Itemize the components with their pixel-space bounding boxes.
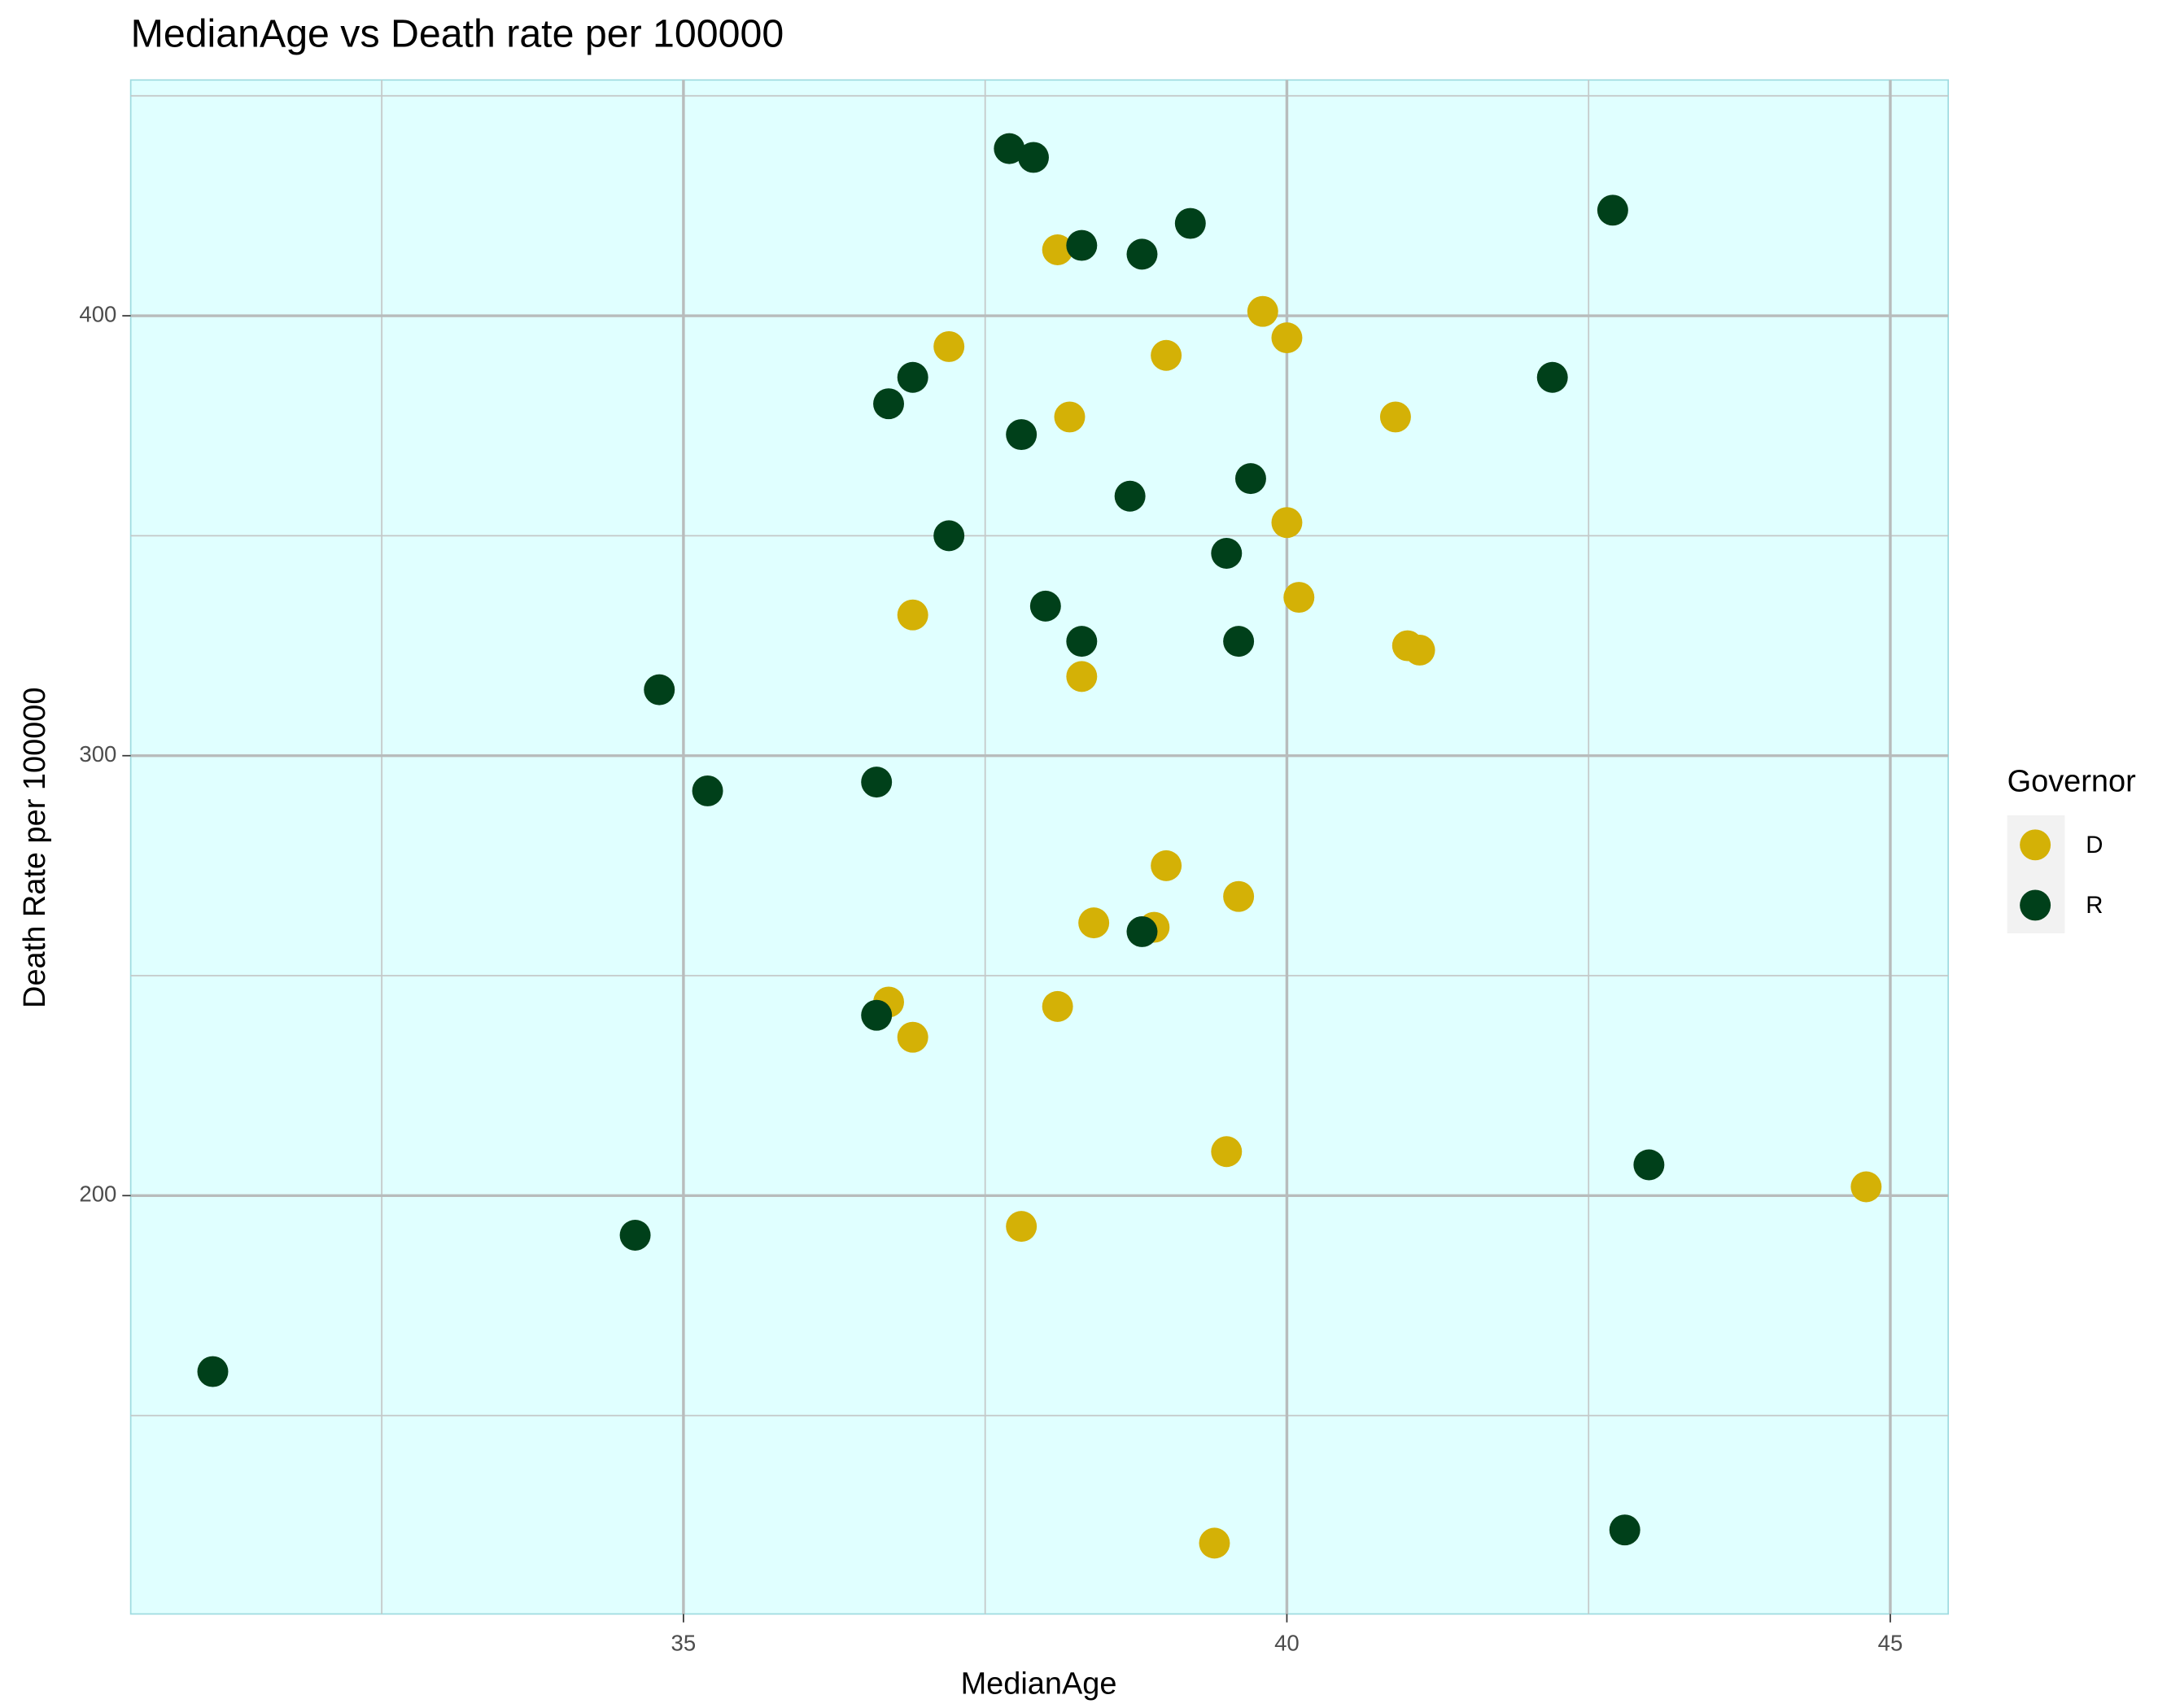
point bbox=[1850, 1171, 1882, 1203]
point bbox=[1078, 907, 1110, 939]
point bbox=[197, 1356, 229, 1387]
point bbox=[994, 133, 1025, 164]
point bbox=[1609, 1514, 1640, 1546]
point bbox=[1006, 419, 1038, 451]
y-tick-label: 300 bbox=[79, 741, 116, 767]
point bbox=[1211, 1136, 1243, 1168]
point bbox=[1536, 361, 1568, 393]
y-tick-label: 200 bbox=[79, 1182, 116, 1207]
x-tick-label: 35 bbox=[671, 1631, 697, 1656]
point bbox=[1029, 590, 1061, 622]
point bbox=[1066, 229, 1098, 261]
point bbox=[873, 388, 904, 420]
legend-label: D bbox=[2086, 832, 2103, 858]
point bbox=[1379, 401, 1411, 433]
point bbox=[861, 999, 893, 1031]
point bbox=[692, 775, 723, 806]
point bbox=[933, 330, 965, 362]
point bbox=[1271, 507, 1303, 539]
point bbox=[1054, 401, 1086, 433]
point bbox=[1633, 1149, 1665, 1181]
legend-label: R bbox=[2086, 892, 2103, 919]
point bbox=[897, 599, 928, 631]
point bbox=[644, 674, 675, 705]
point bbox=[1597, 194, 1628, 226]
point bbox=[1174, 207, 1206, 239]
point bbox=[1283, 582, 1315, 614]
point bbox=[897, 1021, 928, 1053]
point bbox=[1271, 322, 1303, 354]
legend-key bbox=[2020, 889, 2051, 921]
point bbox=[1211, 538, 1243, 569]
point bbox=[861, 767, 893, 798]
x-tick-label: 45 bbox=[1878, 1631, 1903, 1656]
legend-title: Governor bbox=[2007, 764, 2136, 798]
point bbox=[1042, 990, 1073, 1022]
point bbox=[1151, 850, 1182, 881]
point bbox=[1066, 661, 1098, 692]
chart-title: MedianAge vs Death rate per 100000 bbox=[131, 12, 784, 56]
point bbox=[1006, 1211, 1038, 1243]
point bbox=[1404, 634, 1435, 666]
point bbox=[1042, 234, 1073, 265]
point bbox=[1126, 915, 1158, 947]
point bbox=[1126, 238, 1158, 270]
y-axis-title: Death Rate per 100000 bbox=[18, 688, 52, 1008]
point bbox=[1223, 626, 1255, 657]
point bbox=[1114, 480, 1146, 512]
y-tick-label: 400 bbox=[79, 301, 116, 326]
point bbox=[1199, 1527, 1230, 1559]
point bbox=[1018, 142, 1049, 173]
point bbox=[619, 1219, 651, 1251]
x-tick-label: 40 bbox=[1274, 1631, 1300, 1656]
x-axis-title: MedianAge bbox=[961, 1667, 1117, 1701]
legend-key bbox=[2020, 829, 2051, 861]
plot-background bbox=[129, 79, 1950, 1615]
point bbox=[1151, 339, 1182, 371]
point bbox=[933, 520, 965, 552]
point bbox=[1223, 880, 1255, 912]
point bbox=[1066, 626, 1098, 657]
point bbox=[897, 361, 928, 393]
point bbox=[1247, 295, 1278, 327]
point bbox=[1234, 463, 1266, 495]
